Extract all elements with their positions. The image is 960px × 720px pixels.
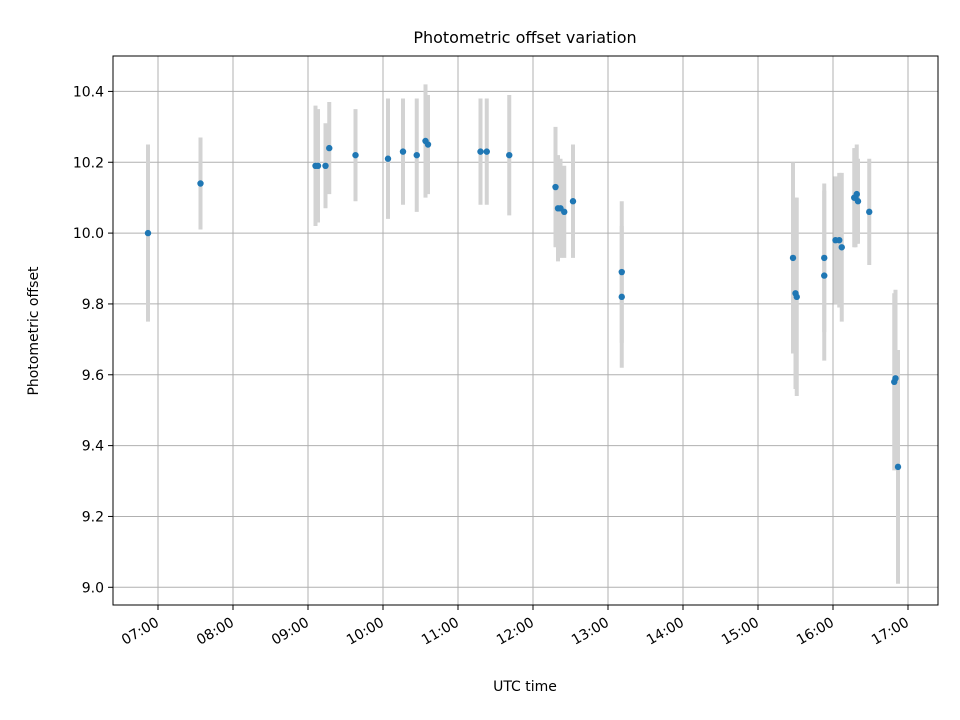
x-axis-label: UTC time [493,679,557,695]
y-tick-label: 9.0 [82,580,104,596]
data-point [894,463,902,471]
data-point [618,293,625,301]
y-tick-label: 10.2 [73,155,104,171]
data-point [424,141,432,148]
grid-lines [113,56,938,605]
y-tick-label: 9.8 [82,297,104,313]
data-point [413,151,420,159]
data-point [561,208,568,216]
data-point [399,148,407,155]
data-point [569,198,577,205]
y-tick-label: 9.6 [82,368,104,384]
data-point [477,148,484,155]
data-point [384,155,392,162]
data-point [793,293,800,301]
data-points [144,137,902,471]
y-axis-ticks: 9.0 9.2 9.4 9.6 9.8 10.0 10.2 10.4 [73,84,113,596]
data-point [506,151,513,159]
data-point [821,254,828,262]
data-point [322,162,329,169]
data-point [552,183,559,191]
data-point [866,208,873,216]
y-tick-label: 9.4 [82,439,104,455]
plot-frame [112,55,939,606]
data-point [326,144,333,152]
data-point [838,244,845,251]
data-point [352,151,359,159]
data-point [853,190,860,198]
chart-title: Photometric offset variation [413,28,636,47]
y-tick-label: 10.4 [73,84,104,100]
data-point [197,180,204,187]
data-point [483,148,490,155]
data-point [618,268,625,276]
data-point [144,229,152,237]
data-point [821,272,828,279]
y-tick-label: 10.0 [73,226,104,242]
data-point [854,198,862,205]
data-point [892,375,899,382]
y-axis-label: Photometric offset [26,266,42,396]
data-point [314,162,322,169]
y-tick-label: 9.2 [82,509,104,525]
data-point [836,236,843,244]
data-point [789,254,797,262]
